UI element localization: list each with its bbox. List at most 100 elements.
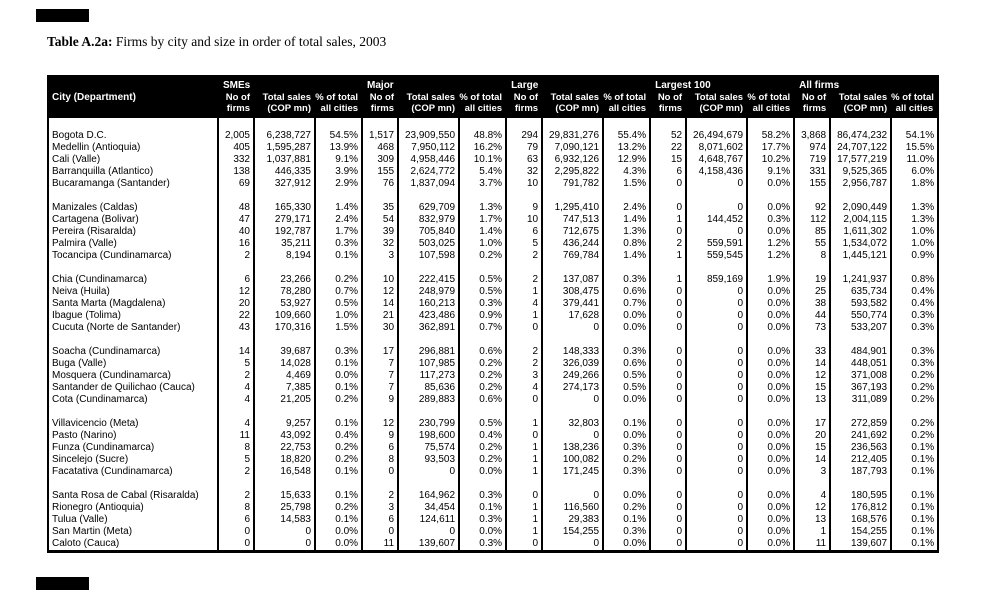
value-cell: 76 xyxy=(361,178,399,190)
value-cell: 16 xyxy=(217,238,254,250)
value-cell: 0.0% xyxy=(746,442,795,454)
spacer-cell xyxy=(505,406,543,418)
spacer-row xyxy=(48,334,939,346)
value-cell: 9.1% xyxy=(313,154,363,166)
group-header-large: Large xyxy=(511,80,539,91)
value-cell: 1,241,937 xyxy=(829,274,892,286)
value-cell: 15 xyxy=(793,442,831,454)
spacer-cell xyxy=(541,478,604,490)
value-cell: 55.4% xyxy=(602,130,651,142)
spacer-cell xyxy=(48,478,218,490)
city-cell: Santander de Quilichao (Cauca) xyxy=(52,382,195,393)
value-cell: 29,831,276 xyxy=(541,130,604,142)
value-cell: 32 xyxy=(505,166,543,178)
value-cell: 4 xyxy=(217,382,254,394)
spacer-cell xyxy=(793,118,831,130)
value-cell: 0.1% xyxy=(313,250,363,262)
group-header-major: Major xyxy=(367,80,394,91)
value-cell: 6 xyxy=(649,166,687,178)
spacer-cell xyxy=(649,478,687,490)
value-cell: 9.1% xyxy=(746,166,795,178)
spacer-cell xyxy=(253,406,315,418)
value-cell: 22 xyxy=(649,142,687,154)
spacer-cell xyxy=(649,334,687,346)
value-cell: 2.4% xyxy=(602,202,651,214)
value-cell: 2,956,787 xyxy=(829,178,892,190)
value-cell: 48 xyxy=(217,202,254,214)
value-cell: 0.0% xyxy=(746,382,795,394)
value-cell: 109,660 xyxy=(253,310,315,322)
value-cell: 22,753 xyxy=(253,442,315,454)
table-row: Cali (Valle) 332 1,037,881 9.1% 309 4,958,446… xyxy=(48,154,939,166)
spacer-cell xyxy=(361,478,399,490)
value-cell: 5 xyxy=(217,358,254,370)
value-cell: 405 xyxy=(217,142,254,154)
value-cell: 20 xyxy=(793,430,831,442)
value-cell: 747,513 xyxy=(541,214,604,226)
value-cell: 139,607 xyxy=(829,538,892,552)
value-cell: 168,576 xyxy=(829,514,892,526)
spacer-cell xyxy=(361,406,399,418)
table-body: Bogota D.C. 2,005 6,238,727 54.5% 1,517 23,90… xyxy=(48,118,939,552)
value-cell: 7 xyxy=(361,370,399,382)
spacer-cell xyxy=(685,478,748,490)
value-cell: 0 xyxy=(685,502,748,514)
value-cell: 15 xyxy=(793,382,831,394)
value-cell: 331 xyxy=(793,166,831,178)
value-cell: 7,385 xyxy=(253,382,315,394)
value-cell: 25,798 xyxy=(253,502,315,514)
value-cell: 0.0% xyxy=(746,466,795,478)
value-cell: 116,560 xyxy=(541,502,604,514)
value-cell: 6,932,126 xyxy=(541,154,604,166)
value-cell: 1 xyxy=(505,286,543,298)
column-header: % of total all cities xyxy=(747,92,791,114)
table-number-label: Table A.2a: xyxy=(47,34,113,49)
value-cell: 0.3% xyxy=(602,442,651,454)
value-cell: 1.8% xyxy=(890,178,939,190)
value-cell: 0 xyxy=(649,310,687,322)
value-cell: 533,207 xyxy=(829,322,892,334)
value-cell: 40 xyxy=(217,226,254,238)
value-cell: 0.9% xyxy=(890,250,939,262)
value-cell: 272,859 xyxy=(829,418,892,430)
value-cell: 0.0% xyxy=(746,310,795,322)
column-header: Total sales (COP mn) xyxy=(694,92,744,114)
value-cell: 1 xyxy=(505,418,543,430)
value-cell: 0 xyxy=(685,346,748,358)
value-cell: 54 xyxy=(361,214,399,226)
city-cell: Bucaramanga (Santander) xyxy=(52,178,170,189)
value-cell: 2,005 xyxy=(217,130,254,142)
spacer-cell xyxy=(505,190,543,202)
spacer-cell xyxy=(505,262,543,274)
value-cell: 187,793 xyxy=(829,466,892,478)
spacer-cell xyxy=(48,262,218,274)
value-cell: 0.0% xyxy=(746,286,795,298)
column-header: No of firms xyxy=(801,92,827,114)
value-cell: 0 xyxy=(649,178,687,190)
value-cell: 1 xyxy=(505,502,543,514)
value-cell: 3.9% xyxy=(313,166,363,178)
spacer-cell xyxy=(458,118,507,130)
value-cell: 11 xyxy=(793,538,831,552)
value-cell: 0.3% xyxy=(458,490,507,502)
value-cell: 0.0% xyxy=(458,466,507,478)
table-row: Bucaramanga (Santander) 69 327,912 2.9% 76 1,… xyxy=(48,178,939,190)
value-cell: 3 xyxy=(361,502,399,514)
value-cell: 2 xyxy=(649,238,687,250)
value-cell: 14 xyxy=(217,346,254,358)
value-cell: 0.0% xyxy=(313,370,363,382)
value-cell: 13 xyxy=(793,514,831,526)
value-cell: 1.5% xyxy=(602,178,651,190)
value-cell: 0.3% xyxy=(890,358,939,370)
value-cell: 0.0% xyxy=(746,502,795,514)
spacer-cell xyxy=(829,118,892,130)
value-cell: 0 xyxy=(649,202,687,214)
value-cell: 14 xyxy=(793,454,831,466)
value-cell: 12 xyxy=(217,286,254,298)
table-row: Santa Rosa de Cabal (Risaralda) 2 15,633 0.… xyxy=(48,490,939,502)
value-cell: 8 xyxy=(793,250,831,262)
value-cell: 1,595,287 xyxy=(253,142,315,154)
value-cell: 63 xyxy=(505,154,543,166)
value-cell: 0.4% xyxy=(458,430,507,442)
value-cell: 0 xyxy=(217,538,254,552)
